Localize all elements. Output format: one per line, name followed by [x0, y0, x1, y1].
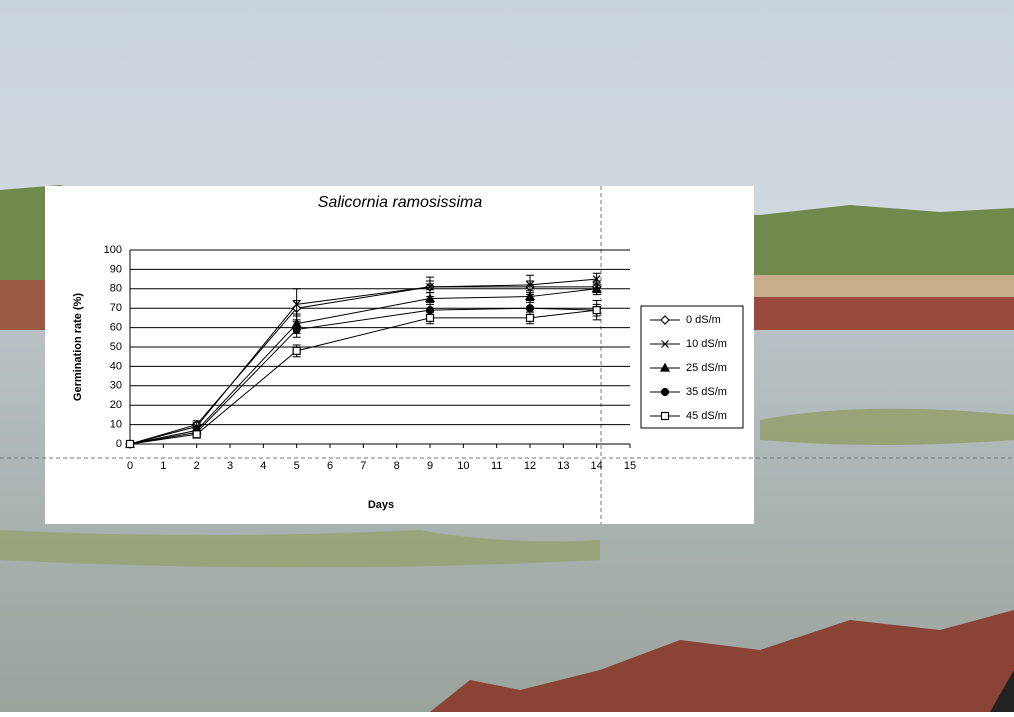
x-tick-label: 11: [491, 460, 502, 472]
marker: [527, 305, 534, 312]
marker: [662, 413, 669, 420]
x-tick-label: 13: [557, 460, 569, 472]
legend-label: 35 dS/m: [686, 386, 727, 398]
x-tick-label: 3: [227, 460, 233, 472]
y-tick-label: 10: [110, 419, 122, 431]
y-tick-label: 20: [110, 399, 122, 411]
y-tick-label: 70: [110, 302, 122, 314]
chart-title: Salicornia ramosissima: [318, 194, 483, 211]
x-tick-label: 6: [327, 460, 333, 472]
y-tick-label: 90: [110, 263, 122, 275]
y-tick-label: 40: [110, 360, 122, 372]
legend-label: 0 dS/m: [686, 314, 721, 326]
y-tick-label: 0: [116, 438, 122, 450]
x-axis-label: Days: [368, 499, 394, 511]
x-tick-label: 1: [160, 460, 166, 472]
y-axis-label: Germination rate (%): [72, 293, 84, 402]
y-tick-label: 60: [110, 322, 122, 334]
x-tick-label: 2: [194, 460, 200, 472]
y-tick-label: 100: [104, 244, 122, 256]
x-tick-label: 5: [294, 460, 300, 472]
legend-label: 10 dS/m: [686, 338, 727, 350]
x-tick-label: 10: [457, 460, 469, 472]
legend-label: 25 dS/m: [686, 362, 727, 374]
marker: [527, 314, 534, 321]
x-tick-label: 14: [591, 460, 603, 472]
marker: [427, 314, 434, 321]
x-tick-label: 0: [127, 460, 133, 472]
x-tick-label: 9: [427, 460, 433, 472]
y-tick-label: 50: [110, 341, 122, 353]
x-tick-label: 15: [624, 460, 636, 472]
marker: [193, 431, 200, 438]
screenshot: Salicornia ramosissima Days Germination …: [0, 0, 1014, 712]
marker: [293, 347, 300, 354]
x-tick-label: 8: [394, 460, 400, 472]
y-tick-label: 30: [110, 380, 122, 392]
legend-label: 45 dS/m: [686, 410, 727, 422]
y-tick-label: 80: [110, 283, 122, 295]
x-tick-label: 4: [260, 460, 266, 472]
marker: [662, 389, 669, 396]
x-tick-label: 12: [524, 460, 536, 472]
marker: [127, 441, 134, 448]
x-tick-label: 7: [360, 460, 366, 472]
marker: [593, 307, 600, 314]
marker: [293, 326, 300, 333]
